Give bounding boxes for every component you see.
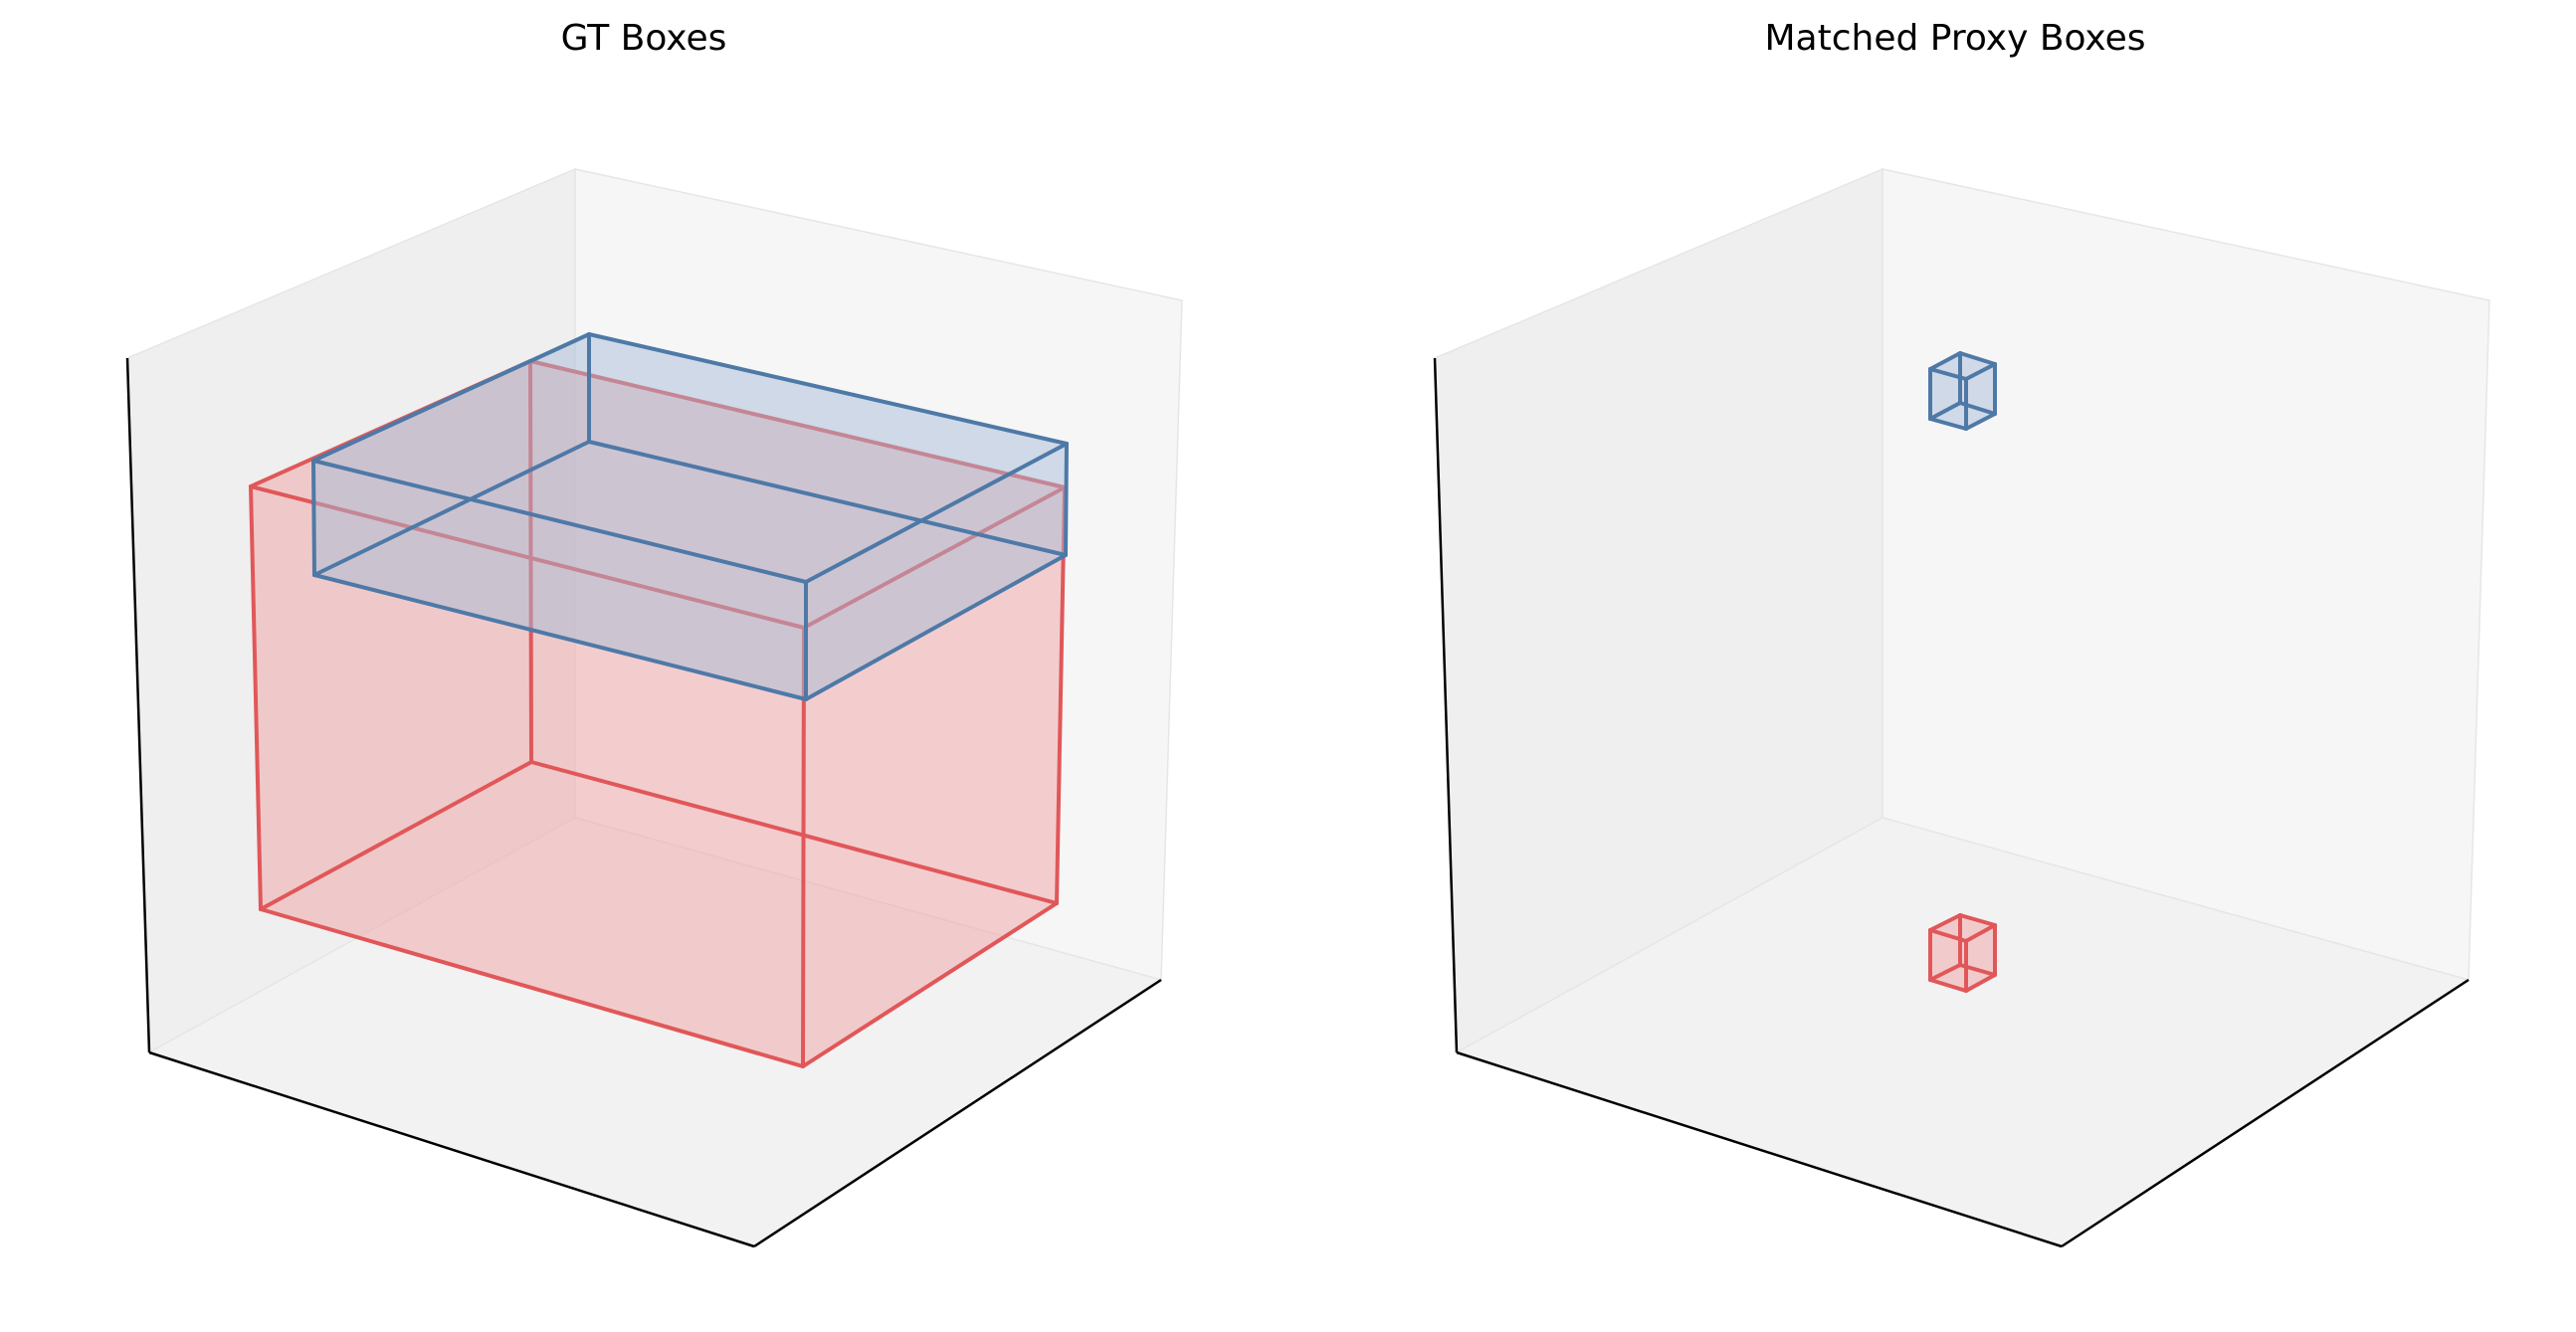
proxy-red-box-bottom-edge-3 bbox=[1928, 963, 1962, 982]
gt-blue-box-bottom-edge-2 bbox=[587, 440, 1068, 557]
gt-blue-box-top-edge-0 bbox=[311, 459, 808, 584]
proxy-red-box-bottom-edge-2 bbox=[1958, 963, 1997, 977]
gt-red-box-vertical-edge-0 bbox=[249, 484, 263, 911]
gt-red-box-bottom-edge-1 bbox=[801, 901, 1059, 1068]
proxy-box-blue bbox=[1928, 351, 1997, 431]
gt-red-box-bottom-edge-2 bbox=[529, 760, 1059, 905]
gt-red-box-front-face bbox=[251, 486, 804, 1066]
proxy-red-box-top-edge-1 bbox=[1964, 923, 1997, 943]
gt-blue-box-vertical-edge-2 bbox=[1064, 442, 1069, 557]
proxy-red-box-top-edge-2 bbox=[1958, 913, 1997, 927]
proxy-axes-panes bbox=[1434, 167, 2490, 1247]
proxy-title: Matched Proxy Boxes bbox=[1764, 18, 2145, 59]
proxy-red-box-bottom-edge-1 bbox=[1964, 973, 1997, 993]
gt-red-box-right-face bbox=[803, 487, 1065, 1066]
gt-red-box-vertical-edge-3 bbox=[528, 359, 533, 764]
gt-red-box-back-face bbox=[530, 361, 1065, 903]
proxy-blue-box-bottom-edge-1 bbox=[1964, 412, 1997, 431]
proxy-blue-box-top-edge-3 bbox=[1928, 351, 1962, 371]
gt-blue-box-top-edge-3 bbox=[311, 332, 591, 463]
gt-blue-box-left-face bbox=[313, 334, 589, 575]
gt-blue-box-bottom-edge-1 bbox=[804, 553, 1068, 701]
gt-box-red bbox=[249, 359, 1067, 1068]
gt-axis-lines bbox=[125, 357, 1162, 1248]
proxy-blue-box-top-edge-1 bbox=[1964, 362, 1997, 381]
gt-z-axis-line bbox=[125, 357, 151, 1053]
gt-blue-box-top-face bbox=[313, 334, 1067, 582]
proxy-y-axis-line bbox=[2061, 978, 2470, 1248]
proxy-red-box-top-edge-3 bbox=[1928, 913, 1962, 932]
gt-box-blue bbox=[311, 332, 1069, 701]
gt-red-box-bottom-face bbox=[261, 762, 1057, 1066]
proxy-blue-box-top-edge-2 bbox=[1958, 351, 1997, 366]
gt-red-box-top-edge-1 bbox=[802, 485, 1067, 630]
gt-x-axis-line bbox=[148, 1050, 755, 1248]
gt-blue-box-back-face bbox=[589, 334, 1067, 555]
gt-blue-box-front-face bbox=[313, 461, 806, 699]
proxy-z-axis-line bbox=[1433, 357, 1459, 1053]
proxy-box-red bbox=[1928, 913, 1997, 993]
gt-blue-box-top-edge-2 bbox=[587, 332, 1069, 446]
proxy-blue-box-bottom-edge-3 bbox=[1928, 401, 1962, 421]
proxy-blue-box-bottom-edge-0 bbox=[1928, 417, 1968, 431]
gt-title: GT Boxes bbox=[561, 18, 727, 59]
proxy-red-box-bottom-edge-0 bbox=[1928, 978, 1968, 993]
gt-blue-box-top-edge-1 bbox=[804, 442, 1069, 584]
gt-blue-box-vertical-edge-0 bbox=[311, 459, 316, 577]
gt-boxes-panel: GT Boxes bbox=[125, 18, 1183, 1248]
proxy-axis-lines bbox=[1433, 357, 2470, 1248]
gt-red-box-bottom-edge-3 bbox=[259, 760, 533, 911]
gt-red-box-top-edge-0 bbox=[249, 484, 806, 630]
gt-red-box-bottom-edge-0 bbox=[259, 907, 805, 1068]
gt-red-box-top-edge-2 bbox=[528, 359, 1067, 489]
proxy-boxes-panel: Matched Proxy Boxes bbox=[1433, 18, 2490, 1248]
gt-blue-box-right-face bbox=[806, 444, 1067, 699]
gt-y-axis-line bbox=[753, 978, 1162, 1248]
gt-blue-box-bottom-edge-0 bbox=[312, 573, 808, 701]
proxy-blue-box-bottom-edge-2 bbox=[1958, 401, 1997, 416]
gt-blue-box-bottom-edge-3 bbox=[312, 440, 591, 577]
proxy-x-axis-line bbox=[1456, 1050, 2063, 1248]
gt-red-box-top-face bbox=[251, 361, 1065, 628]
